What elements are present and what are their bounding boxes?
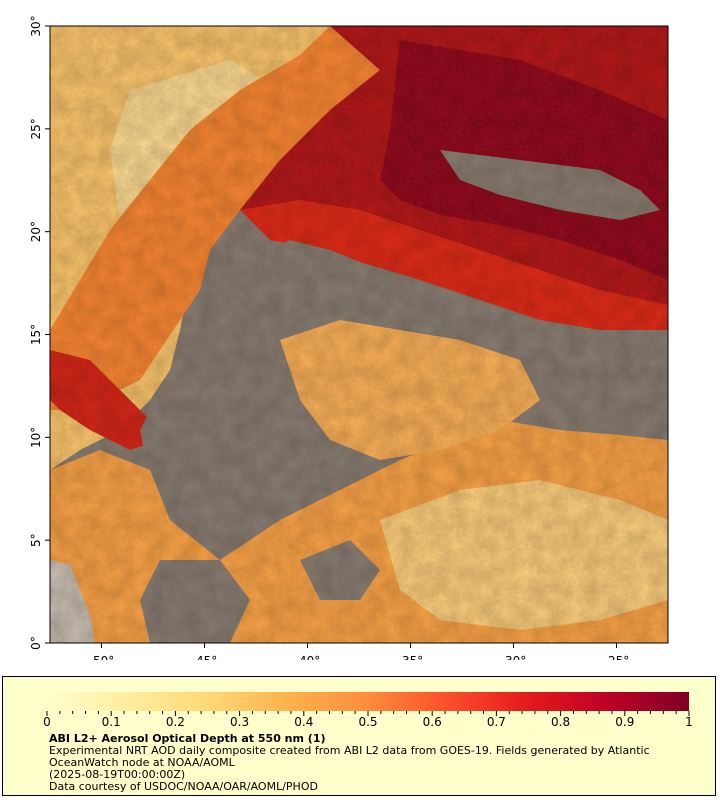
y-tick-label: 20°: [29, 221, 43, 242]
x-tick-label: -35°: [398, 654, 424, 660]
colorbar-ticks: 0 0.1 0.2 0.3 0.4 0.5 0.6 0.7 0.8 0.9 1: [43, 711, 693, 729]
colorbar: 0 0.1 0.2 0.3 0.4 0.5 0.6 0.7 0.8 0.9 1: [43, 692, 693, 729]
x-tick-label: -45°: [192, 654, 218, 660]
legend-panel: 0 0.1 0.2 0.3 0.4 0.5 0.6 0.7 0.8 0.9 1 ABI L2+ Ae…: [2, 676, 716, 796]
y-tick-label: 0°: [29, 636, 43, 650]
x-tick-label: -50°: [89, 654, 115, 660]
colorbar-tick-label: 0: [43, 715, 51, 729]
map-plot-area: [50, 26, 668, 643]
colorbar-gradient: [47, 692, 689, 711]
legend-caption: ABI L2+ Aerosol Optical Depth at 550 nm …: [49, 733, 709, 793]
colorbar-tick-label: 0.3: [230, 715, 249, 729]
colorbar-tick-label: 0.2: [166, 715, 185, 729]
x-tick-label: -30°: [501, 654, 527, 660]
speckle-overlay: [50, 26, 668, 643]
colorbar-tick-label: 0.5: [358, 715, 377, 729]
colorbar-tick-label: 0.4: [294, 715, 313, 729]
y-tick-label: 5°: [29, 533, 43, 547]
colorbar-tick-label: 0.1: [102, 715, 121, 729]
legend-title: ABI L2+ Aerosol Optical Depth at 550 nm …: [49, 732, 326, 745]
legend-credit: Data courtesy of USDOC/NOAA/OAR/AOML/PHO…: [49, 780, 318, 793]
legend-date: (2025-08-19T00:00:00Z): [49, 768, 186, 781]
colorbar-tick-label: 0.7: [487, 715, 506, 729]
colorbar-tick-label: 0.8: [551, 715, 570, 729]
y-tick-label: 10°: [29, 427, 43, 448]
y-axis-ticks: 0° 5° 10° 15° 20° 25° 30°: [29, 15, 50, 650]
aod-map: -50° -45° -40° -35° -30° -25° 0° 5° 10° 15° 20° 25…: [29, 15, 669, 660]
y-tick-label: 25°: [29, 118, 43, 139]
x-tick-label: -25°: [604, 654, 630, 660]
colorbar-tick-label: 1: [685, 715, 693, 729]
colorbar-tick-label: 0.6: [423, 715, 442, 729]
colorbar-tick-label: 0.9: [615, 715, 634, 729]
x-tick-label: -40°: [295, 654, 321, 660]
y-tick-label: 30°: [29, 15, 43, 36]
legend-description: Experimental NRT AOD daily composite cre…: [49, 744, 654, 769]
x-axis-ticks: -50° -45° -40° -35° -30° -25°: [89, 643, 630, 660]
y-tick-label: 15°: [29, 324, 43, 345]
